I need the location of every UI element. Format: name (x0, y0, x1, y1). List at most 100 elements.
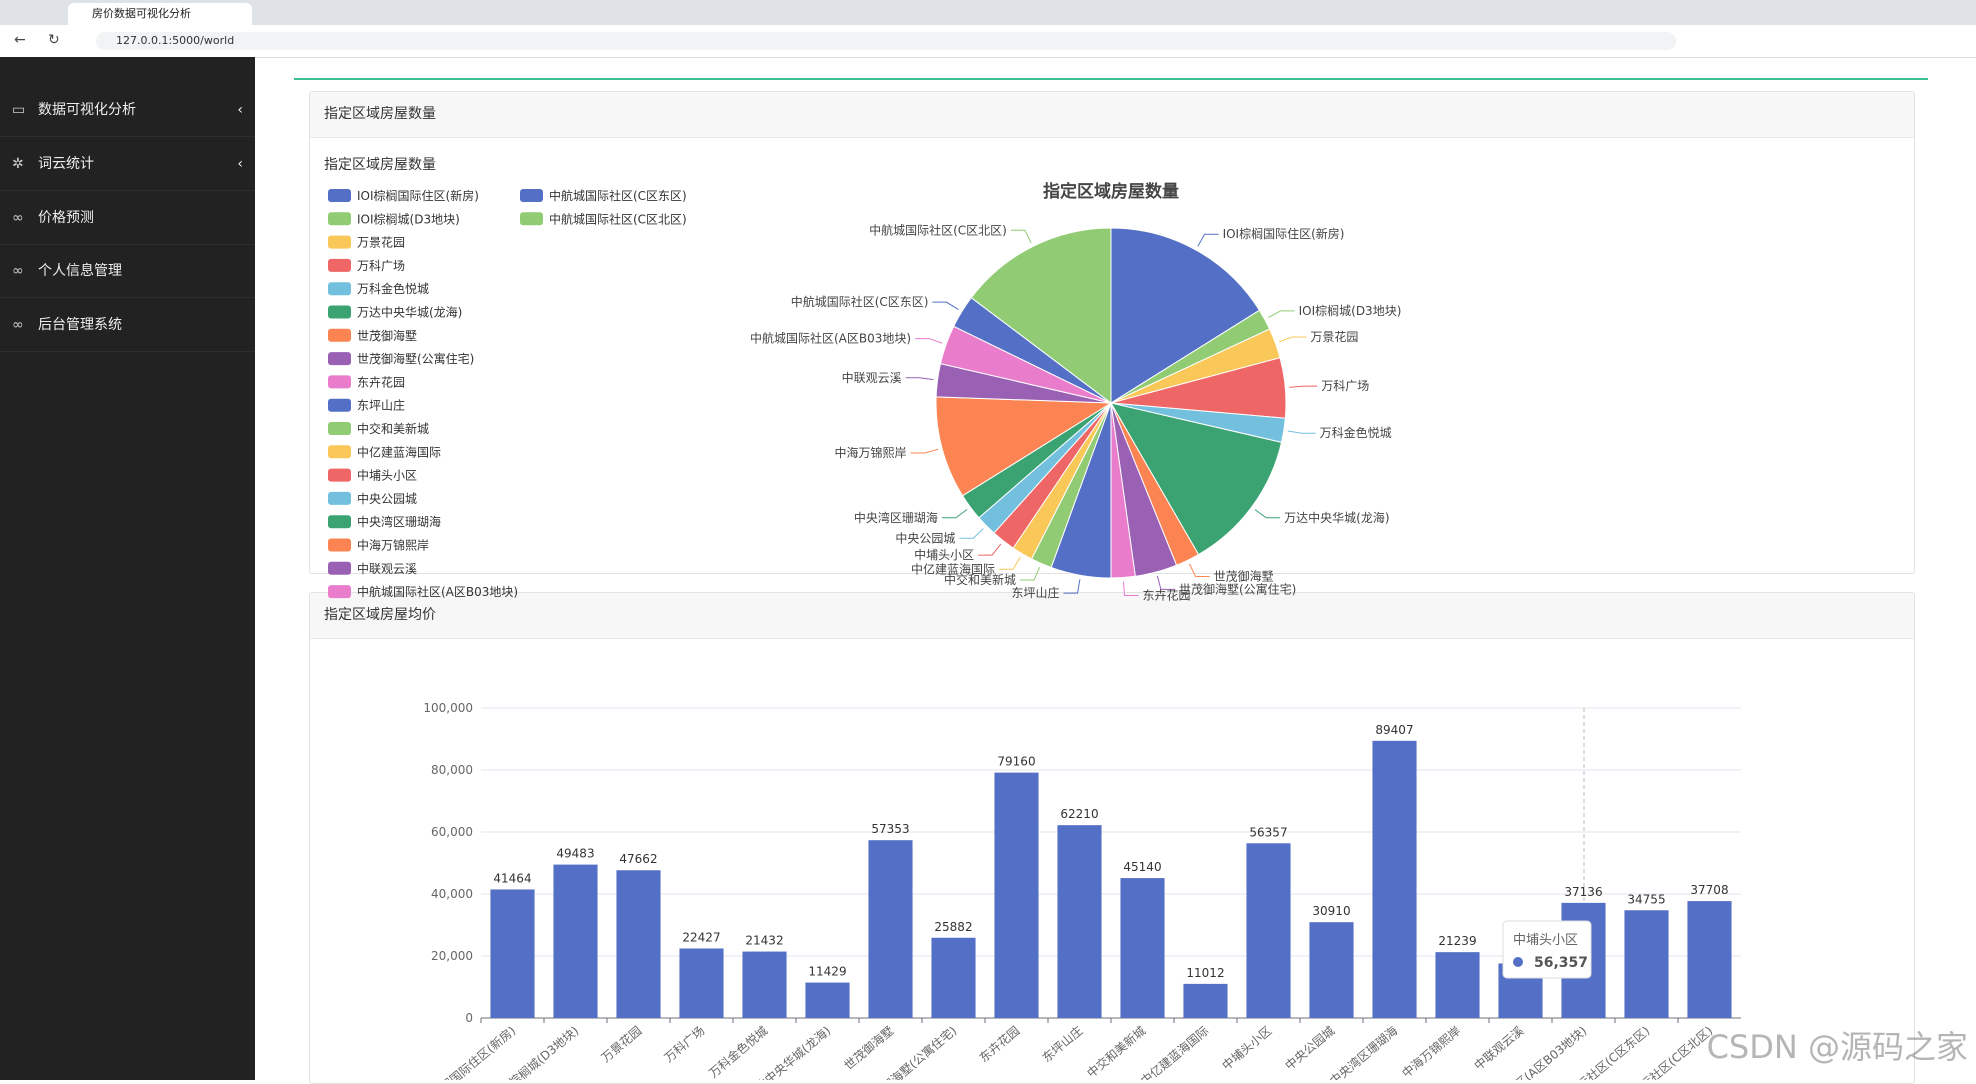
legend-label: 世茂御海墅 (357, 328, 417, 343)
legend-swatch (328, 585, 351, 599)
menu-item[interactable]: ∞ 个人信息管理 (0, 244, 255, 298)
legend-label: 世茂御海墅(公寓住宅) (357, 351, 474, 366)
legend-swatch (328, 305, 351, 319)
x-tick-label: 东卉花园 (976, 1023, 1022, 1065)
legend-label: 中央公园城 (357, 491, 417, 506)
pie-label: 中央公园城 (895, 530, 955, 545)
y-tick-label: 100,000 (423, 701, 473, 715)
back-button[interactable]: ← (14, 32, 26, 48)
legend-label: 中埔头小区 (357, 468, 417, 483)
data-label: 89407 (1375, 723, 1413, 737)
data-label: 11012 (1186, 966, 1224, 980)
pie-label: 中联观云溪 (842, 370, 902, 385)
legend-swatch (328, 515, 351, 529)
pie-label: 中航城国际社区(C区东区) (791, 294, 929, 309)
leader-line (1287, 430, 1316, 434)
data-label: 62210 (1060, 807, 1098, 821)
x-tick-label: 中央公园城 (1282, 1023, 1338, 1073)
x-tick-label: 中联观云溪 (1471, 1023, 1527, 1073)
address-bar: ← ↻ 127.0.0.1:5000/world (0, 25, 1976, 58)
x-tick-label: 中央湾区珊瑚海 (1326, 1023, 1400, 1080)
menu-label: 后台管理系统 (38, 317, 122, 333)
x-tick-label: 万科金色悦城 (706, 1023, 771, 1080)
legend-swatch (520, 189, 543, 202)
legend-label: 中航城国际社区(C区东区) (549, 188, 687, 203)
reload-button[interactable]: ↻ (48, 32, 60, 48)
bar (805, 982, 850, 1018)
pie-label: 东坪山庄 (1011, 585, 1059, 600)
legend-swatch (520, 212, 543, 226)
bar (553, 864, 598, 1018)
data-label: 49483 (556, 847, 594, 861)
legend-label: 东卉花园 (357, 374, 405, 389)
pie-slice (935, 396, 1113, 497)
data-label: 79160 (997, 755, 1035, 769)
leader-line (1063, 579, 1081, 594)
menu-label: 价格预测 (38, 210, 94, 226)
legend-swatch (328, 422, 351, 435)
x-tick-label: 万科广场 (662, 1024, 708, 1066)
pie-label: IOI棕榈城(D3地块) (1299, 303, 1402, 318)
data-label: 25882 (934, 920, 972, 934)
legend-swatch (328, 561, 351, 575)
bar (742, 951, 787, 1018)
menu-label: 词云统计 (38, 156, 94, 172)
leader-line (978, 543, 1002, 556)
legend-label: IOI棕榈城(D3地块) (357, 211, 460, 226)
pie-slice (1109, 402, 1283, 556)
data-label: 37136 (1564, 885, 1602, 899)
leader-line (999, 556, 1021, 570)
pie-label: 中海万锦熙岸 (835, 445, 907, 460)
leader-line (915, 338, 943, 344)
tooltip-box (1502, 920, 1592, 979)
x-tick-label: 中埔头小区 (1219, 1023, 1275, 1073)
leader-line (941, 509, 968, 519)
bar (1183, 983, 1228, 1018)
x-tick-label: IOI棕榈国际住区(新房) (415, 1023, 518, 1080)
pie-label: 世茂御海墅(公寓住宅) (1179, 581, 1296, 596)
sidebar: ▭ 数据可视化分析 ‹ ✲ 词云统计 ‹ ∞ 价格预测 ∞ 个人信息管理 ∞ 后台管理系统 (0, 57, 255, 1080)
legend-swatch (328, 258, 351, 272)
panel-header: 指定区域房屋均价 (310, 593, 1914, 639)
pie-label: 东卉花园 (1142, 588, 1190, 603)
y-tick-label: 20,000 (431, 949, 473, 963)
leader-line (905, 377, 934, 381)
legend-swatch (328, 375, 351, 389)
legend-label: 中联观云溪 (357, 561, 417, 576)
pie-label: 中航城国际社区(C区北区) (869, 222, 1007, 237)
pie-slice (1110, 227, 1261, 404)
menu-item[interactable]: ∞ 后台管理系统 (0, 298, 255, 352)
legend-label: 中亿建蓝海国际 (357, 444, 441, 459)
data-label: 45140 (1123, 860, 1161, 874)
bar (994, 772, 1039, 1018)
pie-slice (970, 227, 1112, 405)
menu-label: 个人信息管理 (38, 263, 122, 279)
pie-label: 中埔头小区 (914, 547, 974, 562)
legend-label: 中交和美新城 (357, 421, 429, 436)
bar (1246, 843, 1291, 1018)
menu-item[interactable]: ▭ 数据可视化分析 ‹ (0, 83, 255, 137)
browser-tab[interactable]: 房价数据可视化分析 (68, 3, 252, 25)
legend-swatch (328, 235, 351, 249)
tooltip-dot (1513, 957, 1523, 967)
pie-label: 世茂御海墅 (1214, 568, 1274, 583)
legend-swatch (328, 328, 351, 342)
pie-label: 万科金色悦城 (1320, 425, 1392, 440)
data-label: 21239 (1438, 934, 1476, 948)
data-label: 11429 (808, 965, 846, 979)
data-label: 47662 (619, 852, 657, 866)
menu-item[interactable]: ✲ 词云统计 ‹ (0, 137, 255, 191)
bar (490, 889, 535, 1018)
legend-swatch (328, 212, 351, 226)
url-field[interactable]: 127.0.0.1:5000/world (96, 32, 1676, 50)
pie-label: 中航城国际社区(A区B03地块) (750, 331, 911, 346)
legend-label: 万科金色悦城 (357, 281, 429, 296)
data-label: 30910 (1312, 904, 1350, 918)
tooltip-title: 中埔头小区 (1513, 933, 1578, 948)
bar (1057, 825, 1102, 1018)
x-tick-label: 中交和美新城 (1084, 1023, 1149, 1080)
menu-item[interactable]: ∞ 价格预测 (0, 191, 255, 245)
pie-label: 中央湾区珊瑚海 (854, 510, 938, 525)
legend-label: 万科广场 (357, 259, 405, 273)
